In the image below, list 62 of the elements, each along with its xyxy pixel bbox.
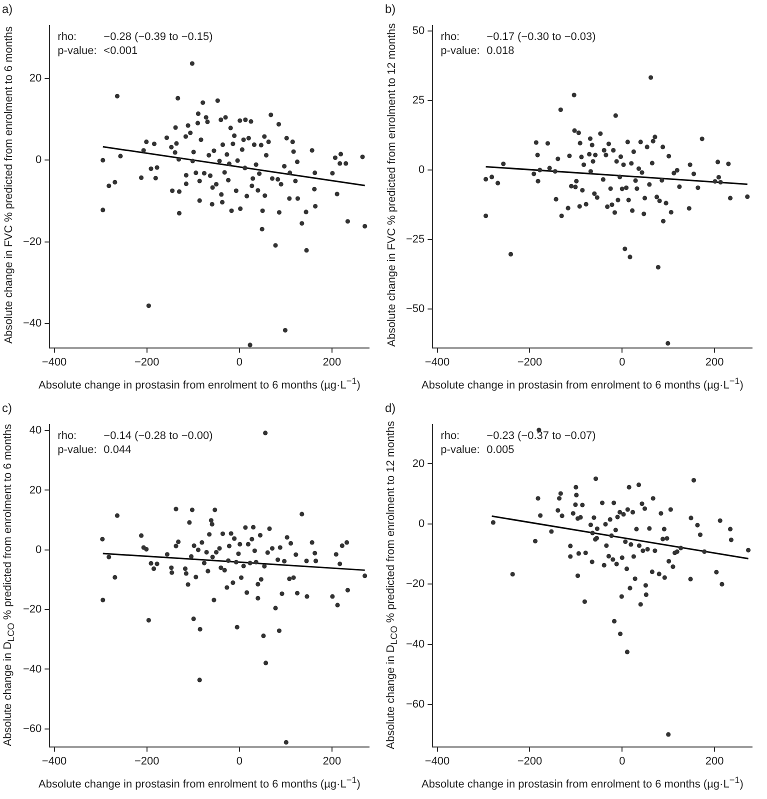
x-tick-label: −200 — [134, 356, 160, 368]
y-tick-label: 50 — [412, 25, 425, 38]
annotation: p-value: — [440, 45, 480, 58]
x-axis-title: Absolute change in prostasin from enrolment to 6 months (µg·L$^{−1}$) — [420, 775, 744, 791]
x-tick-label: 200 — [322, 356, 342, 368]
y-tick-label: −20 — [406, 578, 425, 590]
y-tick-label: 0 — [418, 164, 425, 176]
annotation: <0.001 — [104, 45, 138, 58]
x-axis-title: Absolute change in prostasin from enrolment to 6 months (µg·L$^{−1}$) — [38, 775, 362, 791]
y-tick-label: 40 — [29, 424, 42, 437]
y-tick-label: 20 — [29, 484, 42, 496]
annotation: p-value: — [58, 45, 97, 58]
x-tick-label: −200 — [134, 755, 160, 768]
y-tick-label: 0 — [36, 154, 42, 166]
y-tick-label: −60 — [406, 698, 425, 711]
x-tick-label: −400 — [424, 755, 450, 768]
annotation: rho: — [440, 430, 460, 442]
y-tick-label: −50 — [406, 302, 425, 315]
x-axis-title: Absolute change in prostasin from enrolment to 6 months (µg·L$^{−1}$) — [420, 376, 744, 392]
y-tick-label: −20 — [22, 604, 42, 616]
x-tick-label: −200 — [517, 755, 542, 768]
annotation: p-value: — [58, 444, 97, 456]
y-tick-label: 25 — [412, 94, 425, 107]
annotation: rho: — [58, 31, 77, 44]
x-tick-label: 0 — [619, 356, 626, 368]
y-axis-title: Absolute change in FVC % predicted from enrolment to 6 months — [3, 25, 15, 346]
chart-title: a) — [2, 2, 13, 16]
y-tick-label: −20 — [22, 236, 42, 248]
y-tick-label: 0 — [418, 518, 425, 530]
x-tick-label: 0 — [619, 755, 626, 768]
chart-title: b) — [385, 2, 396, 16]
annotation: −0.28 (−0.39 to −0.15) — [104, 31, 213, 44]
y-tick-label: 20 — [29, 72, 42, 85]
y-tick-label: −25 — [406, 234, 425, 246]
annotation: rho: — [440, 31, 460, 44]
annotation: −0.14 (−0.28 to −0.00) — [104, 430, 213, 442]
x-tick-label: −400 — [424, 356, 450, 368]
y-tick-label: −40 — [22, 317, 42, 330]
x-tick-label: 200 — [705, 755, 724, 768]
x-tick-label: 200 — [322, 755, 342, 768]
annotation: rho: — [58, 430, 77, 442]
y-tick-label: −60 — [22, 722, 42, 735]
annotation: 0.005 — [486, 444, 514, 456]
annotation: −0.17 (−0.30 to −0.03) — [486, 31, 596, 44]
x-tick-label: 200 — [705, 356, 724, 368]
annotation: 0.044 — [104, 444, 132, 456]
y-tick-label: 20 — [412, 458, 425, 470]
chart-title: d) — [385, 401, 396, 415]
x-tick-label: −400 — [42, 755, 67, 768]
x-tick-label: 0 — [236, 356, 242, 368]
x-axis-title: Absolute change in prostasin from enrolment to 6 months (µg·L$^{−1}$) — [38, 376, 362, 392]
annotation: 0.018 — [486, 45, 514, 58]
x-tick-label: 0 — [236, 755, 242, 768]
x-tick-label: −400 — [42, 356, 67, 368]
y-axis-title: Absolute change in FVC % predicted from enrolment to 12 months — [386, 22, 398, 349]
y-tick-label: −40 — [22, 663, 42, 676]
y-tick-label: −40 — [406, 638, 425, 650]
x-tick-label: −200 — [517, 356, 542, 368]
annotation: −0.23 (−0.37 to −0.07) — [486, 430, 596, 442]
chart-title: c) — [2, 401, 12, 415]
y-tick-label: 0 — [36, 544, 42, 556]
annotation: p-value: — [440, 444, 480, 456]
